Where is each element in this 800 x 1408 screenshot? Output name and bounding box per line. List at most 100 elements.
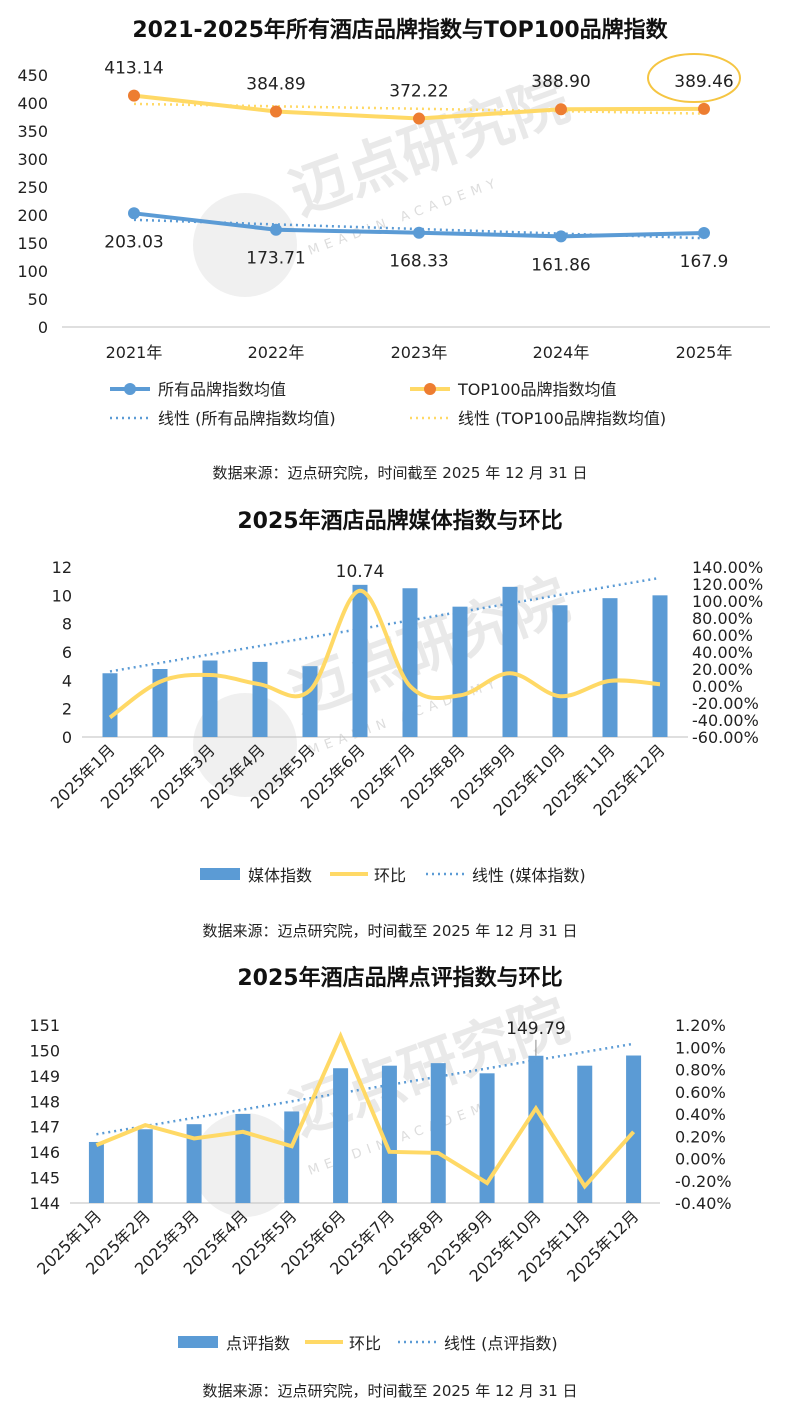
bar [152, 669, 168, 737]
data-point [128, 207, 140, 220]
data-label: 173.71 [246, 249, 305, 269]
y-right-tick-label: 100.00% [692, 592, 763, 611]
bar [626, 1055, 642, 1203]
x-tick-label: 2021年 [106, 343, 163, 362]
y-right-tick-label: 20.00% [692, 660, 753, 679]
legend-trend-2: 线性 (TOP100品牌指数均值) [458, 409, 666, 428]
bar [602, 598, 618, 737]
data-label: 168.33 [389, 252, 448, 272]
chart-3-legend: 点评指数 环比 线性 (点评指数) [178, 1334, 558, 1353]
bar [302, 666, 318, 737]
y-tick-label: 200 [17, 206, 48, 225]
y-left-tick-label: 0 [62, 728, 72, 747]
y-right-tick-label: 0.80% [675, 1061, 726, 1080]
data-label: 203.03 [104, 232, 163, 252]
y-right-tick-label: -60.00% [692, 728, 759, 747]
bar [552, 605, 568, 737]
y-right-tick-label: 0.00% [675, 1150, 726, 1169]
bar [102, 673, 118, 737]
legend-trend-1: 线性 (所有品牌指数均值) [158, 409, 336, 428]
chart-1-highlight-ring [647, 53, 741, 103]
chart-3-title: 2025年酒店品牌点评指数与环比 [237, 965, 562, 991]
y-left-tick-label: 150 [29, 1041, 60, 1060]
y-right-tick-label: 0.00% [692, 677, 743, 696]
legend-trend: 线性 (点评指数) [444, 1334, 558, 1353]
chart-3-peak-label: 149.79 [506, 1019, 565, 1039]
x-tick-label: 2022年 [248, 343, 305, 362]
bar [202, 660, 218, 737]
y-right-tick-label: -0.20% [675, 1172, 732, 1191]
data-point [270, 105, 282, 118]
mom-line [108, 588, 661, 720]
data-label: 388.90 [531, 72, 590, 92]
chart-2-title: 2025年酒店品牌媒体指数与环比 [237, 508, 562, 534]
x-tick-label: 2025年 [676, 343, 733, 362]
bar [333, 1068, 349, 1203]
data-label: 389.46 [674, 72, 733, 92]
trendline-2 [133, 102, 705, 115]
data-label: 161.86 [531, 255, 590, 275]
y-left-tick-label: 151 [29, 1016, 60, 1035]
bar [652, 595, 668, 737]
bar [381, 1065, 397, 1203]
data-point [698, 226, 710, 239]
chart-2-peak-label: 10.74 [336, 562, 385, 582]
y-left-tick-label: 8 [62, 615, 72, 634]
y-tick-label: 150 [17, 234, 48, 253]
chart-review-index: 2025年酒店品牌点评指数与环比 144 145 146 147 148 149 150 15… [29, 965, 731, 1400]
data-label: 413.14 [104, 59, 163, 79]
bar [235, 1114, 251, 1203]
y-left-tick-label: 149 [29, 1067, 60, 1086]
y-left-tick-label: 146 [29, 1143, 60, 1162]
data-point [128, 89, 140, 102]
y-right-tick-label: 0.60% [675, 1083, 726, 1102]
bar [452, 606, 468, 737]
y-right-tick-label: 0.20% [675, 1127, 726, 1146]
chart-3-source: 数据来源：迈点研究院，时间截至 2025 年 12 月 31 日 [203, 1382, 578, 1400]
bar [479, 1073, 495, 1203]
y-left-tick-label: 2 [62, 700, 72, 719]
x-tick-label: 2024年 [533, 343, 590, 362]
y-left-tick-label: 145 [29, 1169, 60, 1188]
x-tick-label: 2023年 [391, 343, 448, 362]
y-right-tick-label: -40.00% [692, 711, 759, 730]
chart-2-legend: 媒体指数 环比 线性 (媒体指数) [200, 866, 586, 885]
trendline [96, 1042, 634, 1136]
legend-series-1: 所有品牌指数均值 [158, 380, 286, 399]
bar [284, 1111, 300, 1203]
data-point [270, 223, 282, 236]
y-right-tick-label: 1.00% [675, 1038, 726, 1057]
y-right-tick-label: 1.20% [675, 1016, 726, 1035]
y-tick-label: 300 [17, 150, 48, 169]
y-right-tick-label: 60.00% [692, 626, 753, 645]
bar [186, 1124, 202, 1203]
bar [577, 1065, 593, 1203]
y-left-tick-label: 4 [62, 671, 72, 690]
y-left-tick-label: 144 [29, 1194, 60, 1213]
y-tick-label: 400 [17, 94, 48, 113]
y-tick-label: 350 [17, 122, 48, 141]
bar [352, 584, 368, 737]
legend-line: 环比 [349, 1334, 381, 1353]
chart-line-index: 2021-2025年所有酒店品牌指数与TOP100品牌指数 0 50 100 150 2… [17, 17, 770, 482]
y-left-tick-label: 10 [52, 586, 72, 605]
y-right-tick-label: 120.00% [692, 575, 763, 594]
data-label: 167.9 [680, 252, 729, 272]
y-right-tick-label: -0.40% [675, 1194, 732, 1213]
y-tick-label: 50 [28, 290, 48, 309]
data-label: 384.89 [246, 74, 305, 94]
data-label: 372.22 [389, 82, 448, 102]
y-right-tick-label: 80.00% [692, 609, 753, 628]
legend-bar: 点评指数 [226, 1334, 290, 1353]
y-left-tick-label: 12 [52, 558, 72, 577]
bar [502, 586, 518, 737]
data-point [413, 226, 425, 239]
data-point [698, 102, 710, 115]
y-left-tick-label: 148 [29, 1092, 60, 1111]
y-right-tick-label: 0.40% [675, 1105, 726, 1124]
legend-series-2: TOP100品牌指数均值 [457, 380, 617, 399]
chart-media-index: 2025年酒店品牌媒体指数与环比 0 2 4 6 8 10 12 -60.00%-40.00… [47, 508, 763, 940]
chart-2-source: 数据来源：迈点研究院，时间截至 2025 年 12 月 31 日 [203, 922, 578, 940]
legend-line: 环比 [374, 866, 406, 885]
